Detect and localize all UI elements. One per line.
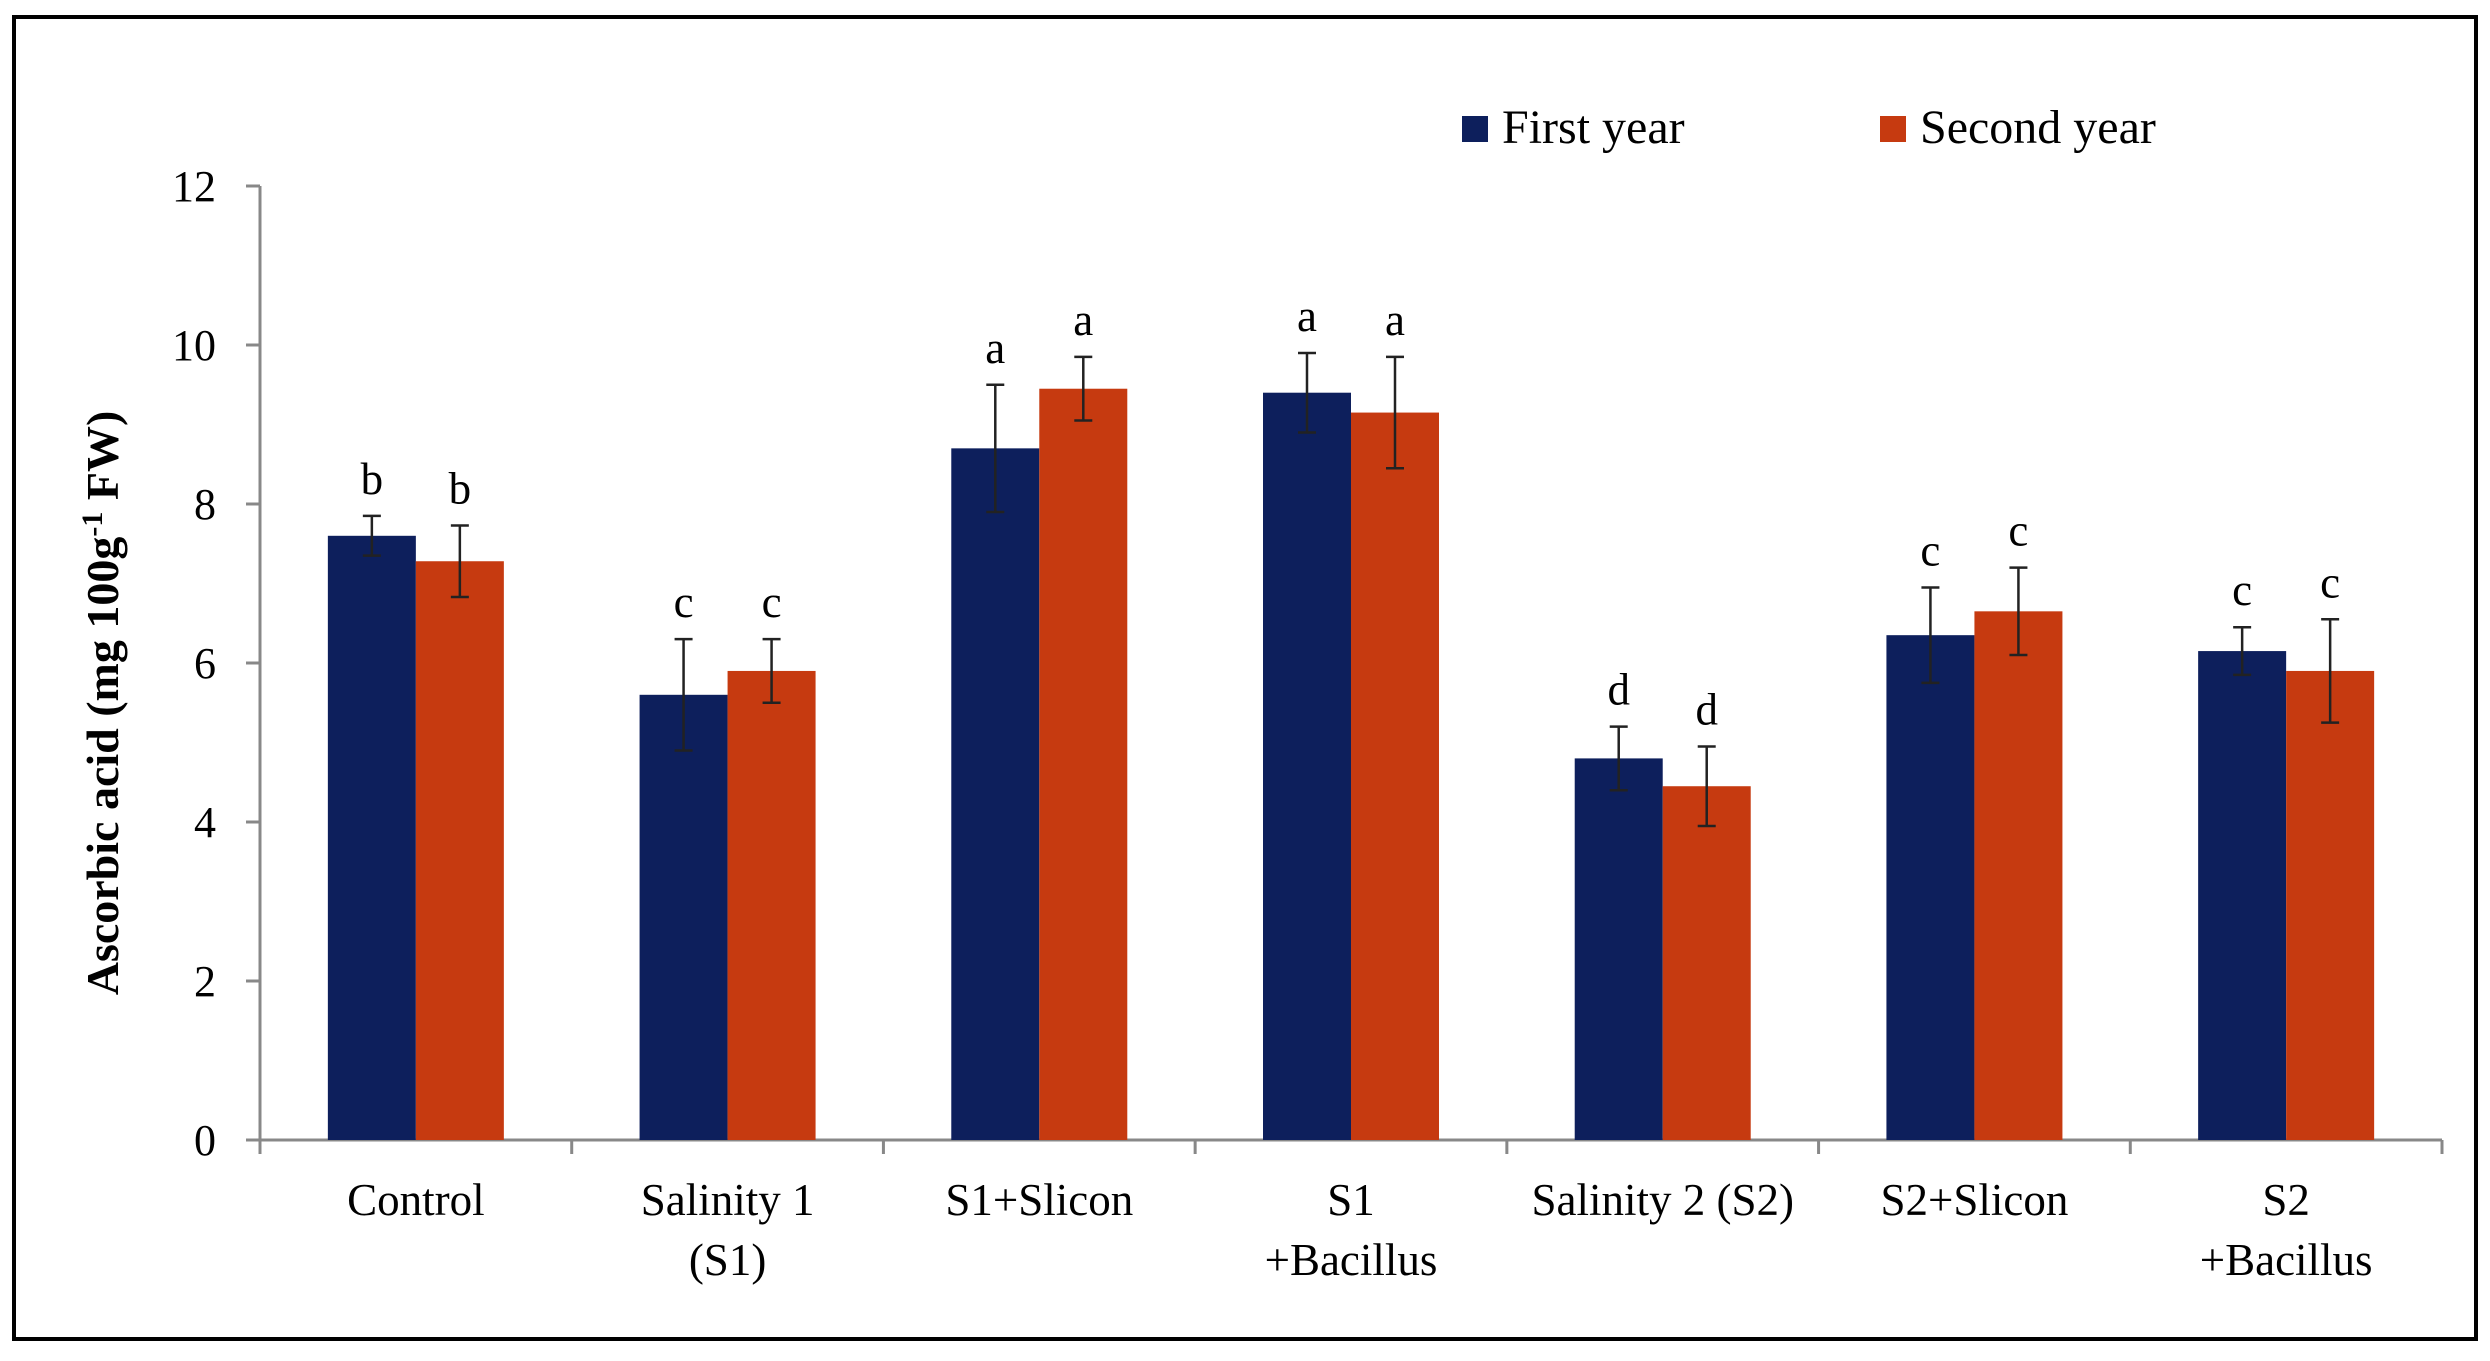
bar-second-year	[1974, 611, 2063, 1140]
legend-label-second-year: Second year	[1920, 101, 2156, 154]
significance-letter: c	[2320, 557, 2340, 607]
bar-second-year	[1662, 786, 1751, 1140]
significance-letter: c	[2232, 565, 2252, 615]
y-axis-title: Ascorbic acid (mg 100g-1 FW)	[76, 411, 128, 996]
bar-second-year	[415, 561, 504, 1140]
bar-first-year	[1263, 392, 1351, 1140]
bar-second-year	[727, 670, 816, 1140]
bar-first-year	[1574, 758, 1663, 1140]
x-category-label: S1	[1327, 1175, 1375, 1225]
x-category-label: Control	[347, 1175, 485, 1225]
x-category-label: +Bacillus	[2200, 1235, 2373, 1285]
significance-letter: d	[1695, 684, 1718, 734]
y-tick-label: 0	[194, 1116, 216, 1165]
bar-first-year	[327, 535, 416, 1140]
x-category-label: +Bacillus	[1265, 1235, 1438, 1285]
significance-letter: b	[449, 463, 472, 513]
significance-letter: b	[361, 454, 384, 504]
bar-first-year	[951, 448, 1040, 1141]
bar-second-year	[1351, 412, 1439, 1140]
significance-letter: a	[1385, 295, 1405, 345]
significance-letter: a	[985, 323, 1005, 373]
y-tick-label: 10	[172, 321, 216, 370]
x-category-label: S2	[2262, 1175, 2310, 1225]
legend-swatch-first-year	[1462, 116, 1488, 142]
y-tick-label: 4	[194, 798, 216, 847]
significance-letter: c	[2008, 506, 2028, 556]
x-category-label: Salinity 2 (S2)	[1531, 1175, 1794, 1225]
legend-label-first-year: First year	[1502, 101, 1685, 154]
bar-first-year	[1886, 635, 1975, 1140]
y-axis-title-main: Ascorbic acid (mg 100g	[77, 537, 128, 996]
significance-letter: c	[674, 577, 694, 627]
y-tick-label: 6	[194, 639, 216, 688]
y-tick-label: 8	[194, 480, 216, 529]
x-category-label: S1+Slicon	[945, 1175, 1133, 1225]
y-axis-title-end: FW)	[77, 411, 128, 512]
bar-first-year	[639, 694, 728, 1140]
legend-swatch-second-year	[1880, 116, 1906, 142]
significance-letter: c	[1920, 525, 1940, 575]
x-category-label: S2+Slicon	[1880, 1175, 2068, 1225]
bar-second-year	[2286, 670, 2375, 1140]
x-category-label: (S1)	[689, 1235, 767, 1285]
y-tick-label: 2	[194, 957, 216, 1006]
significance-letter: c	[762, 577, 782, 627]
y-tick-label: 12	[172, 162, 216, 211]
bar-second-year	[1039, 388, 1128, 1141]
significance-letter: d	[1607, 665, 1630, 715]
x-category-label: Salinity 1	[641, 1175, 815, 1225]
significance-letter: a	[1073, 295, 1093, 345]
bar-first-year	[2198, 651, 2287, 1140]
significance-letter: a	[1297, 291, 1317, 341]
y-axis-title-superscript: -1	[76, 512, 109, 537]
